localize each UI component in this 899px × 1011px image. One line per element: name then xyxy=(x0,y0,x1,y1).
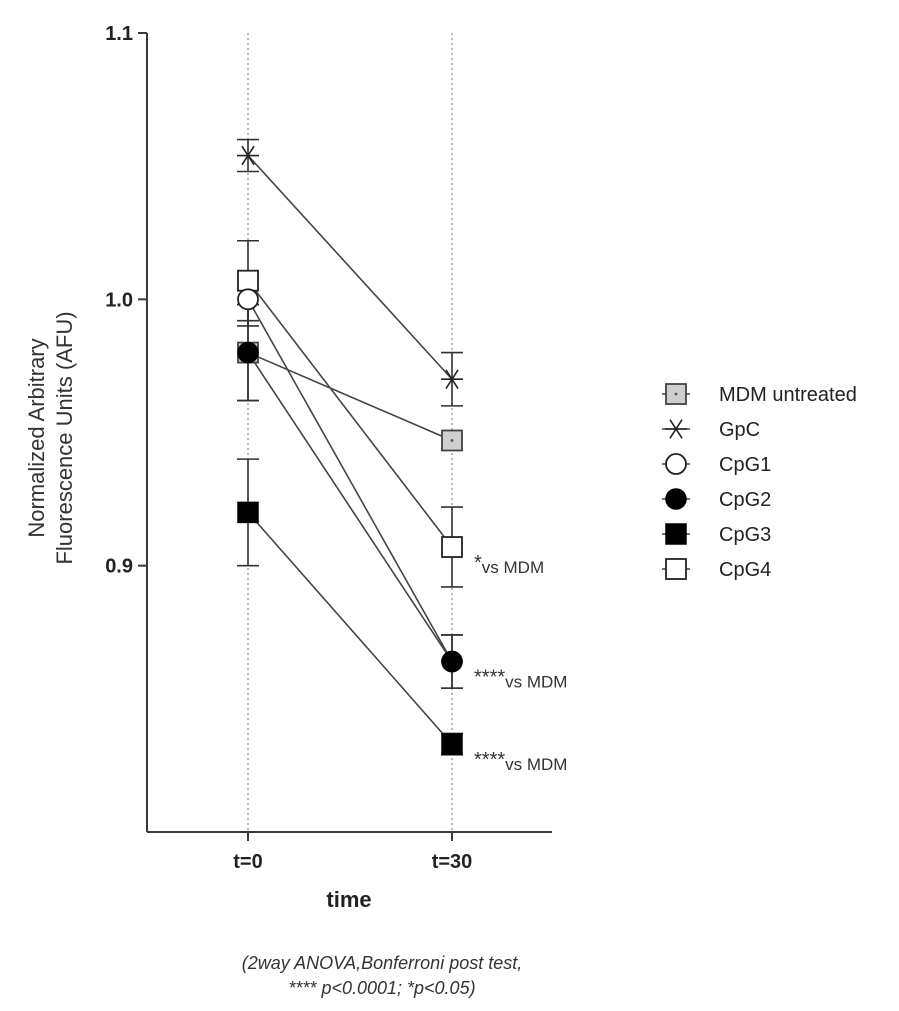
series-layer xyxy=(237,138,463,756)
y-tick-label: 1.0 xyxy=(105,289,133,311)
legend-label: CpG2 xyxy=(719,489,771,511)
legend-item: GpC xyxy=(662,419,760,441)
legend-item: CpG3 xyxy=(662,523,771,546)
series-line-cpg1 xyxy=(247,298,453,662)
marker-shape xyxy=(441,536,463,558)
legend: MDM untreated GpC CpG1 CpG2 CpG3 CpG4 xyxy=(662,383,857,581)
marker-shape xyxy=(237,269,259,292)
axes-layer: 0.9 1.0 1.1 t=0 t=30 xyxy=(105,23,552,873)
legend-item: CpG1 xyxy=(662,453,771,476)
marker-shape xyxy=(237,501,259,524)
annotation-text: vs MDM xyxy=(505,755,567,774)
data-point-cpg2 xyxy=(441,650,463,673)
series-line-mdm-untreated xyxy=(247,351,453,442)
legend-marker xyxy=(665,558,687,580)
marker-dot xyxy=(450,439,454,442)
legend-item: MDM untreated xyxy=(662,383,857,406)
significance-annotation: ****vs MDM xyxy=(474,667,567,692)
y-tick-label: 1.1 xyxy=(105,23,133,45)
y-axis-title-line-1: Normalized Arbitrary xyxy=(24,338,49,537)
annotation-stars: **** xyxy=(474,667,505,689)
data-point-cpg4 xyxy=(237,269,259,292)
legend-label: CpG4 xyxy=(719,559,771,581)
legend-label: MDM untreated xyxy=(719,384,857,406)
data-point-cpg3 xyxy=(441,733,463,755)
marker-shape xyxy=(237,341,259,364)
data-point-mdm-untreated xyxy=(441,429,463,452)
legend-label: CpG1 xyxy=(719,454,771,476)
marker-dot xyxy=(674,392,678,396)
data-point-gpc xyxy=(441,369,463,390)
legend-item: CpG2 xyxy=(662,488,771,511)
grid-layer xyxy=(247,33,453,832)
annotation-layer: *vs MDM****vs MDM****vs MDM xyxy=(474,552,567,774)
series-line-gpc xyxy=(247,154,453,380)
significance-annotation: ****vs MDM xyxy=(474,749,567,774)
data-point-cpg3 xyxy=(237,501,259,524)
significance-annotation: *vs MDM xyxy=(474,552,544,577)
marker-stroke xyxy=(445,369,459,390)
annotation-text: vs MDM xyxy=(482,558,544,577)
x-tick-label: t=30 xyxy=(432,851,473,873)
data-point-gpc xyxy=(237,145,259,166)
marker-stroke xyxy=(669,419,683,439)
marker-shape xyxy=(237,288,259,311)
marker-shape xyxy=(665,558,687,580)
x-tick-label: t=0 xyxy=(233,851,262,873)
annotation-stars: **** xyxy=(474,749,505,771)
data-point-cpg2 xyxy=(237,341,259,364)
legend-marker xyxy=(665,523,687,545)
annotation-text: vs MDM xyxy=(505,673,567,692)
legend-label: GpC xyxy=(719,419,760,441)
series-line-cpg2 xyxy=(247,352,453,662)
series-line-cpg3 xyxy=(247,511,453,745)
legend-marker xyxy=(665,419,687,439)
y-axis-title-line-2: Fluorescence Units (AFU) xyxy=(52,311,77,564)
marker-shape xyxy=(441,733,463,755)
marker-shape xyxy=(665,488,687,510)
legend-marker xyxy=(665,453,687,475)
x-axis-title: time xyxy=(326,887,371,912)
data-point-cpg1 xyxy=(237,288,259,311)
series-line-cpg4 xyxy=(247,280,453,548)
footnote-line-1: (2way ANOVA,Bonferroni post test, xyxy=(242,953,522,973)
data-point-cpg4 xyxy=(441,536,463,558)
legend-marker xyxy=(665,488,687,510)
y-axis-title: Normalized Arbitrary Fluorescence Units … xyxy=(24,311,77,564)
legend-marker xyxy=(665,383,687,405)
footnote-line-2: **** p<0.0001; *p<0.05) xyxy=(288,978,475,998)
marker-stroke xyxy=(241,145,255,166)
marker-shape xyxy=(665,523,687,545)
marker-shape xyxy=(665,453,687,475)
marker-shape xyxy=(441,650,463,673)
y-tick-label: 0.9 xyxy=(105,556,133,578)
legend-label: CpG3 xyxy=(719,524,771,546)
annotation-stars: * xyxy=(474,552,482,574)
legend-item: CpG4 xyxy=(662,558,771,581)
